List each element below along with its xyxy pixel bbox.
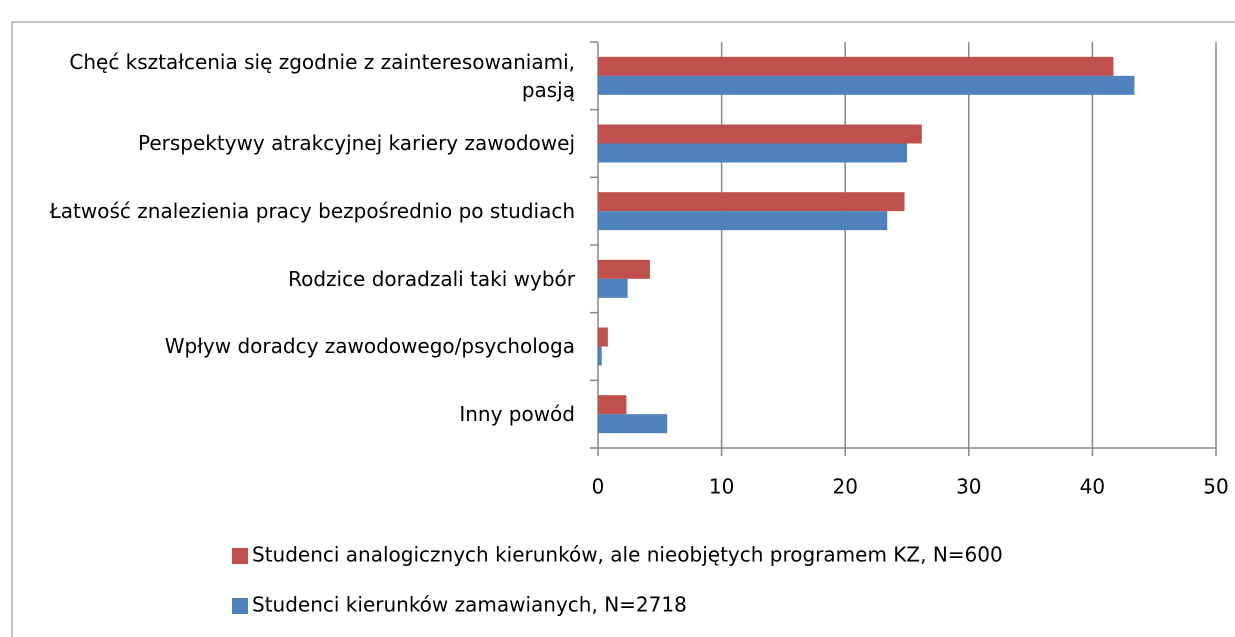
legend-label: Studenci analogicznych kierunków, ale ni… (252, 543, 1003, 567)
y-tick-label: Chęć kształcenia się zgodnie z zainteres… (69, 49, 575, 102)
y-tick-label: Rodzice doradzali taki wybór (288, 266, 575, 291)
bar (598, 259, 650, 279)
x-tick-label: 10 (709, 475, 734, 499)
bar (598, 346, 602, 366)
bar (598, 278, 628, 298)
y-tick-label: Perspektywy atrakcyjnej kariery zawodowe… (137, 131, 575, 156)
x-tick-label: 30 (956, 475, 981, 499)
x-tick-label: 40 (1080, 475, 1105, 499)
legend-swatch (232, 598, 248, 614)
x-tick-label: 20 (832, 475, 857, 499)
x-tick-label: 0 (592, 475, 605, 499)
x-tick-label: 50 (1203, 475, 1228, 499)
y-tick-label: Wpływ doradcy zawodowego/psychologa (164, 334, 575, 359)
y-tick-label: Inny powód (459, 402, 575, 427)
bar (598, 124, 922, 144)
bar (598, 414, 668, 434)
bar (598, 143, 907, 163)
bar (598, 395, 627, 415)
legend-label: Studenci kierunków zamawianych, N=2718 (252, 593, 687, 617)
legend-swatch (232, 548, 248, 564)
bar (598, 327, 608, 347)
bar (598, 75, 1135, 95)
y-tick-label: Łatwość znalezienia pracy bezpośrednio p… (49, 199, 575, 224)
bar (598, 56, 1114, 76)
bar (598, 211, 888, 231)
bar (598, 192, 905, 212)
